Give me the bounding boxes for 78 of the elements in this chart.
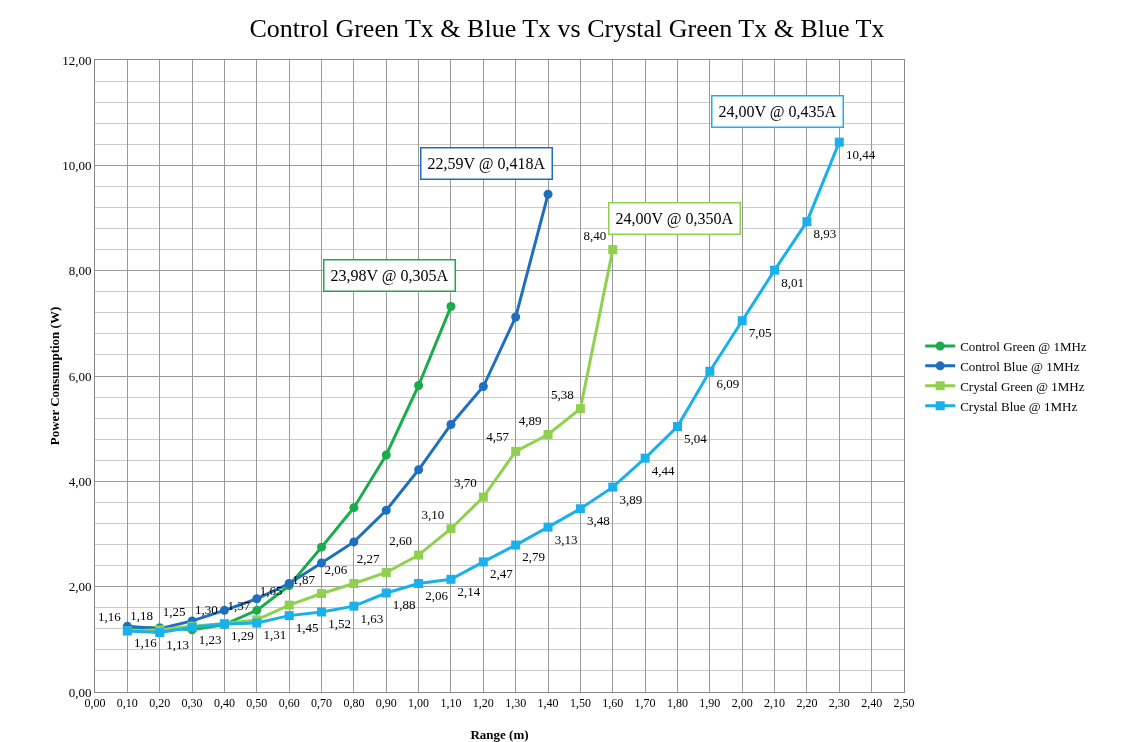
data-label: 1,23 (198, 631, 222, 647)
data-label: 1,16 (133, 635, 158, 651)
data-label: 8,01 (781, 274, 804, 290)
data-label: 6,09 (716, 375, 740, 391)
x-tick-label: 0,50 (246, 696, 268, 711)
data-label: 3,13 (554, 531, 578, 547)
legend-label: Crystal Green @ 1MHz (960, 378, 1085, 394)
x-tick-label: 0,80 (343, 696, 365, 711)
annotation: 24,00V @ 0,350A (615, 209, 734, 228)
annotation: 24,00V @ 0,435A (718, 102, 837, 121)
x-tick-label: 0,40 (213, 696, 235, 711)
data-label: 2,06 (324, 561, 348, 577)
legend-label: Crystal Blue @ 1MHz (960, 398, 1078, 414)
data-label: 2,47 (489, 566, 514, 582)
chart-title: Control Green Tx & Blue Tx vs Crystal Green Tx & Blue Tx (249, 13, 885, 43)
data-label: 5,38 (551, 386, 574, 402)
x-tick-label: 2,40 (861, 696, 883, 711)
x-tick-label: 1,60 (602, 696, 624, 711)
data-label: 8,93 (813, 226, 837, 242)
data-label: 3,10 (421, 506, 445, 522)
x-tick-label: 0,10 (116, 696, 138, 711)
data-label: 8,40 (583, 227, 607, 243)
y-tick-label: 6,00 (68, 368, 92, 384)
x-tick-label: 2,00 (731, 696, 753, 711)
data-label: 3,89 (619, 491, 643, 507)
data-label: 7,05 (748, 325, 772, 341)
legend-label: Control Green @ 1MHz (960, 339, 1087, 355)
data-label: 2,60 (389, 533, 412, 549)
x-axis-title: Range (m) (470, 727, 529, 742)
x-tick-label: 2,50 (893, 696, 915, 711)
data-label: 1,29 (231, 628, 254, 644)
x-tick-label: 0,70 (311, 696, 333, 711)
x-tick-label: 1,50 (569, 696, 591, 711)
data-label: 10,44 (845, 146, 876, 162)
data-label: 1,31 (263, 627, 287, 643)
x-tick-label: 1,40 (537, 696, 559, 711)
data-label: 5,04 (684, 430, 708, 446)
data-label: 3,48 (587, 513, 610, 529)
data-label: 3,70 (453, 475, 477, 491)
data-label: 1,16 (97, 609, 122, 625)
x-tick-label: 0,90 (375, 696, 397, 711)
y-tick-label: 12,00 (62, 52, 92, 68)
x-tick-label: 2,10 (764, 696, 786, 711)
data-label: 1,63 (360, 610, 384, 626)
x-tick-label: 2,20 (796, 696, 818, 711)
data-label: 1,25 (162, 604, 186, 620)
x-tick-label: 1,70 (634, 696, 656, 711)
y-axis-title: Power Consumption (W) (47, 306, 62, 446)
data-label: 1,52 (328, 616, 351, 632)
data-label: 1,18 (130, 607, 154, 623)
x-tick-label: 0,30 (181, 696, 203, 711)
x-tick-label: 1,80 (666, 696, 688, 711)
data-label: 1,88 (392, 597, 416, 613)
x-tick-label: 1,90 (699, 696, 721, 711)
x-tick-label: 0,60 (278, 696, 300, 711)
annotation: 23,98V @ 0,305A (330, 266, 449, 285)
y-tick-label: 8,00 (68, 263, 92, 279)
x-tick-label: 1,00 (408, 696, 430, 711)
annotation: 22,59V @ 0,418A (427, 154, 546, 173)
data-label: 1,45 (295, 620, 319, 636)
y-tick-label: 2,00 (68, 579, 92, 595)
data-label: 2,27 (356, 550, 381, 566)
data-label: 4,57 (486, 429, 510, 445)
data-label: 1,30 (195, 601, 218, 617)
data-label: 4,89 (518, 412, 542, 428)
data-label: 1,13 (166, 636, 190, 652)
x-tick-label: 1,20 (472, 696, 494, 711)
data-label: 2,06 (425, 587, 449, 603)
x-tick-label: 0,20 (149, 696, 171, 711)
x-tick-label: 2,30 (828, 696, 850, 711)
y-tick-label: 10,00 (62, 157, 92, 173)
legend-label: Control Blue @ 1MHz (960, 358, 1080, 374)
data-label: 4,44 (651, 462, 675, 478)
data-label: 2,79 (522, 549, 546, 565)
data-label: 2,14 (457, 583, 481, 599)
x-tick-label: 1,10 (440, 696, 462, 711)
y-tick-label: 4,00 (68, 473, 92, 489)
x-tick-label: 1,30 (505, 696, 527, 711)
